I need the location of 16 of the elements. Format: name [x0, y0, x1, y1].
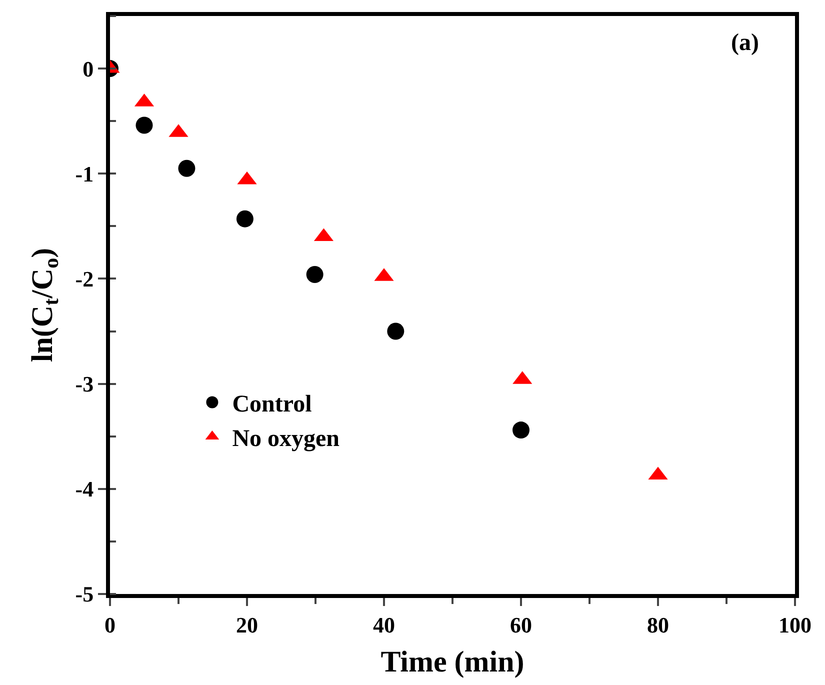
y-tick-label: -2 — [75, 266, 94, 292]
x-tick-label: 60 — [510, 612, 532, 638]
x-tick-label: 20 — [236, 612, 258, 638]
y-tick-label: -5 — [75, 582, 94, 607]
x-tick-label: 100 — [778, 612, 812, 638]
x-axis-title: Time (min) — [380, 645, 524, 678]
y-tick-label: 0 — [82, 56, 94, 82]
text: (a) — [731, 30, 759, 56]
y-tick-label: -3 — [75, 372, 94, 397]
x-tick-label: 80 — [647, 612, 669, 638]
legend-label: Control — [232, 392, 312, 418]
y-tick-label: -4 — [75, 476, 94, 502]
x-tick-label: 40 — [373, 612, 395, 638]
x-tick-label: 0 — [104, 612, 116, 638]
legend-label: No oxygen — [232, 426, 340, 452]
y-tick-label: -1 — [75, 161, 94, 186]
